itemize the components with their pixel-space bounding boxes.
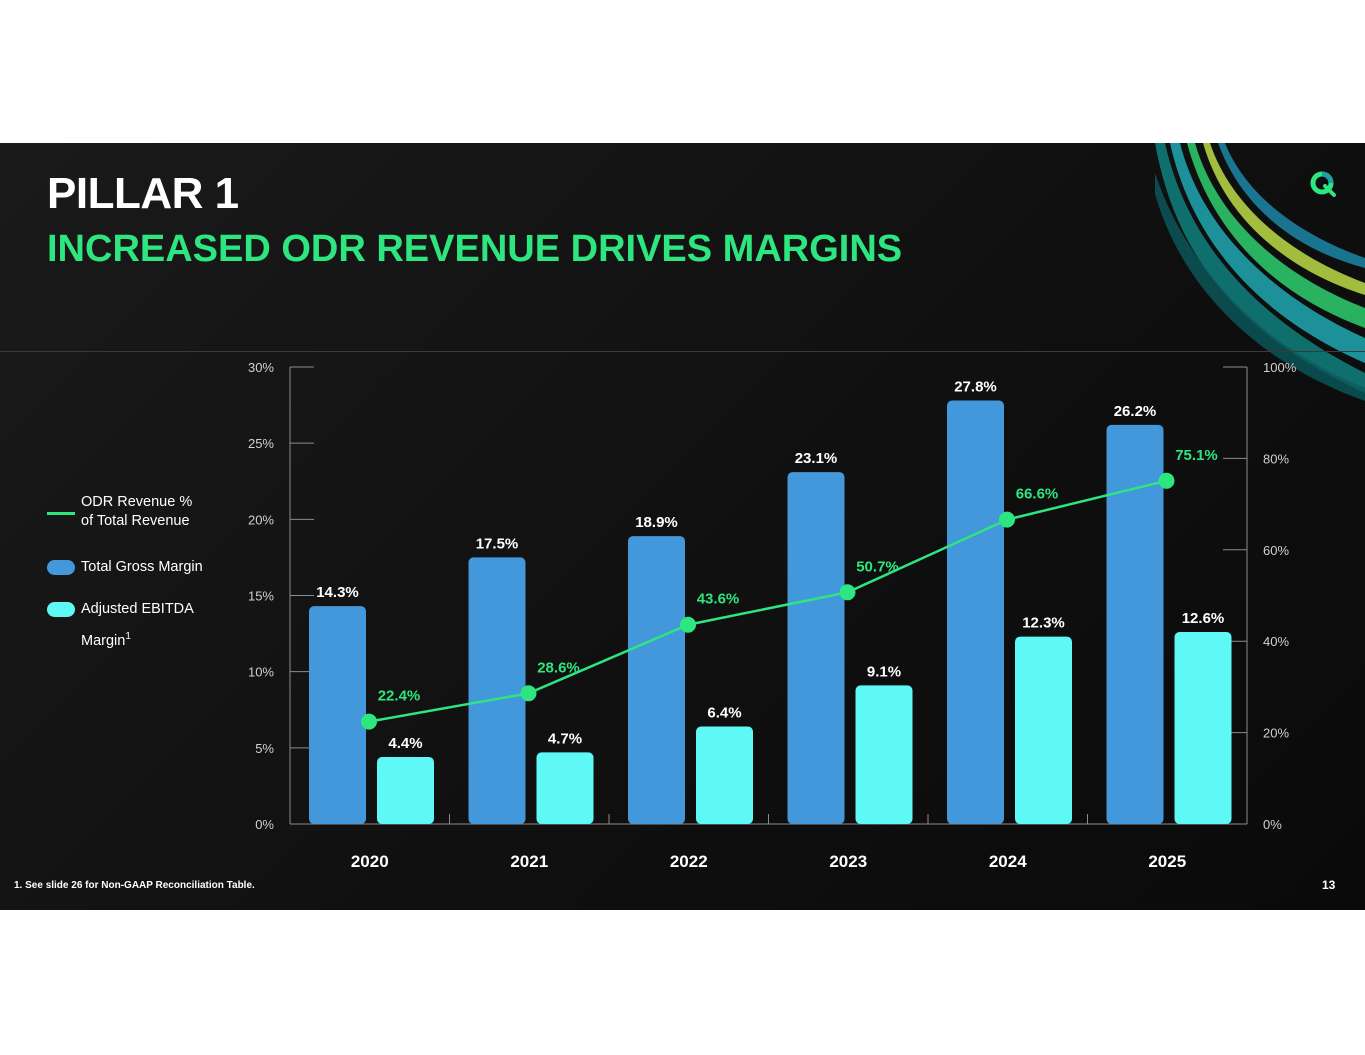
- data-label-gross-margin: 14.3%: [316, 584, 359, 601]
- data-label-gross-margin: 26.2%: [1114, 403, 1157, 420]
- data-label-ebitda: 4.4%: [388, 735, 422, 752]
- legend-label-gross-margin: Total Gross Margin: [81, 559, 203, 575]
- data-label-ebitda: 6.4%: [707, 705, 741, 722]
- y-left-tick-label: 30%: [248, 360, 274, 375]
- bar-ebitda: [696, 726, 753, 824]
- company-logo-icon: [1310, 171, 1336, 197]
- legend-swatch-cyan: [47, 602, 75, 617]
- legend-swatch-blue: [47, 560, 75, 575]
- y-left-tick-label: 10%: [248, 665, 274, 680]
- data-label-ebitda: 12.3%: [1022, 615, 1065, 632]
- legend-label-odr-line2: of Total Revenue: [81, 513, 190, 529]
- bar-ebitda: [855, 685, 913, 824]
- legend-label-ebitda-margin: Margin: [81, 632, 126, 649]
- y-left-tick-label: 25%: [248, 436, 274, 451]
- data-label-gross-margin: 18.9%: [635, 514, 678, 531]
- x-tick-label: 2023: [829, 852, 867, 871]
- page-title: INCREASED ODR REVENUE DRIVES MARGINS: [47, 228, 903, 270]
- bar-gross-margin: [309, 606, 366, 824]
- point-odr-revenue: [999, 511, 1015, 528]
- point-odr-revenue: [1158, 472, 1175, 489]
- legend-swatch-line: [47, 512, 75, 515]
- data-label-odr-revenue: 50.7%: [856, 558, 899, 575]
- data-label-odr-revenue: 28.6%: [537, 659, 580, 676]
- y-right-tick-label: 40%: [1263, 634, 1289, 649]
- point-odr-revenue: [520, 685, 537, 702]
- y-right-tick-label: 0%: [1263, 817, 1282, 832]
- header-divider: [0, 351, 1365, 352]
- y-right-tick-label: 80%: [1263, 451, 1289, 466]
- y-right-tick-label: 20%: [1263, 726, 1289, 741]
- point-odr-revenue: [361, 713, 377, 730]
- bar-ebitda: [1015, 636, 1072, 824]
- data-label-gross-margin: 17.5%: [476, 535, 519, 552]
- bar-ebitda: [536, 752, 594, 824]
- legend-label-ebitda-line2: Margin1: [81, 627, 194, 651]
- page-eyebrow: PILLAR 1: [47, 169, 239, 218]
- x-tick-label: 2024: [989, 852, 1027, 871]
- legend-label-odr: ODR Revenue % of Total Revenue: [81, 493, 192, 531]
- x-tick-label: 2022: [670, 852, 708, 871]
- legend-label-odr-line1: ODR Revenue %: [81, 494, 193, 510]
- y-right-tick-label: 100%: [1263, 360, 1297, 375]
- y-left-tick-label: 15%: [248, 589, 274, 604]
- data-label-ebitda: 9.1%: [867, 663, 901, 680]
- bar-ebitda: [377, 756, 434, 824]
- decorative-swoosh: [1155, 143, 1365, 401]
- y-left-tick-label: 0%: [255, 817, 274, 832]
- combo-chart: 0% 5% 10% 15% 20% 25% 30% 0% 20% 40% 60% 80% 100% 14.…: [248, 360, 1297, 871]
- footnote-marker: 1: [125, 631, 131, 642]
- bar-gross-margin: [787, 472, 845, 824]
- x-tick-label: 2025: [1148, 852, 1186, 871]
- bar-gross-margin: [947, 400, 1004, 824]
- line-odr-revenue: [368, 479, 1167, 723]
- data-label-gross-margin: 27.8%: [954, 379, 997, 396]
- y-left-tick-label: 5%: [255, 741, 274, 756]
- bar-gross-margin: [628, 536, 685, 824]
- bar-ebitda: [1174, 632, 1232, 824]
- data-label-odr-revenue: 43.6%: [697, 591, 740, 608]
- y-left-tick-label: 20%: [248, 512, 274, 527]
- data-label-odr-revenue: 75.1%: [1175, 447, 1218, 464]
- bar-gross-margin: [468, 557, 526, 824]
- data-label-ebitda: 4.7%: [548, 730, 582, 747]
- point-odr-revenue: [839, 584, 856, 601]
- footnote: 1. See slide 26 for Non-GAAP Reconciliat…: [14, 880, 255, 891]
- bar-gross-margin: [1106, 424, 1164, 824]
- data-label-ebitda: 12.6%: [1182, 610, 1225, 627]
- data-label-odr-revenue: 66.6%: [1016, 486, 1059, 503]
- slide: PILLAR 1 INCREASED ODR REVENUE DRIVES MA…: [0, 143, 1365, 910]
- y-right-tick-label: 60%: [1263, 543, 1289, 558]
- data-label-gross-margin: 23.1%: [795, 450, 838, 467]
- point-odr-revenue: [680, 616, 696, 633]
- legend-label-ebitda-line1: Adjusted EBITDA: [81, 601, 194, 617]
- page-number: 13: [1322, 878, 1336, 892]
- data-label-odr-revenue: 22.4%: [378, 688, 421, 705]
- x-tick-label: 2021: [510, 852, 548, 871]
- x-tick-label: 2020: [351, 852, 389, 871]
- legend-label-ebitda: Adjusted EBITDA Margin1: [81, 600, 194, 651]
